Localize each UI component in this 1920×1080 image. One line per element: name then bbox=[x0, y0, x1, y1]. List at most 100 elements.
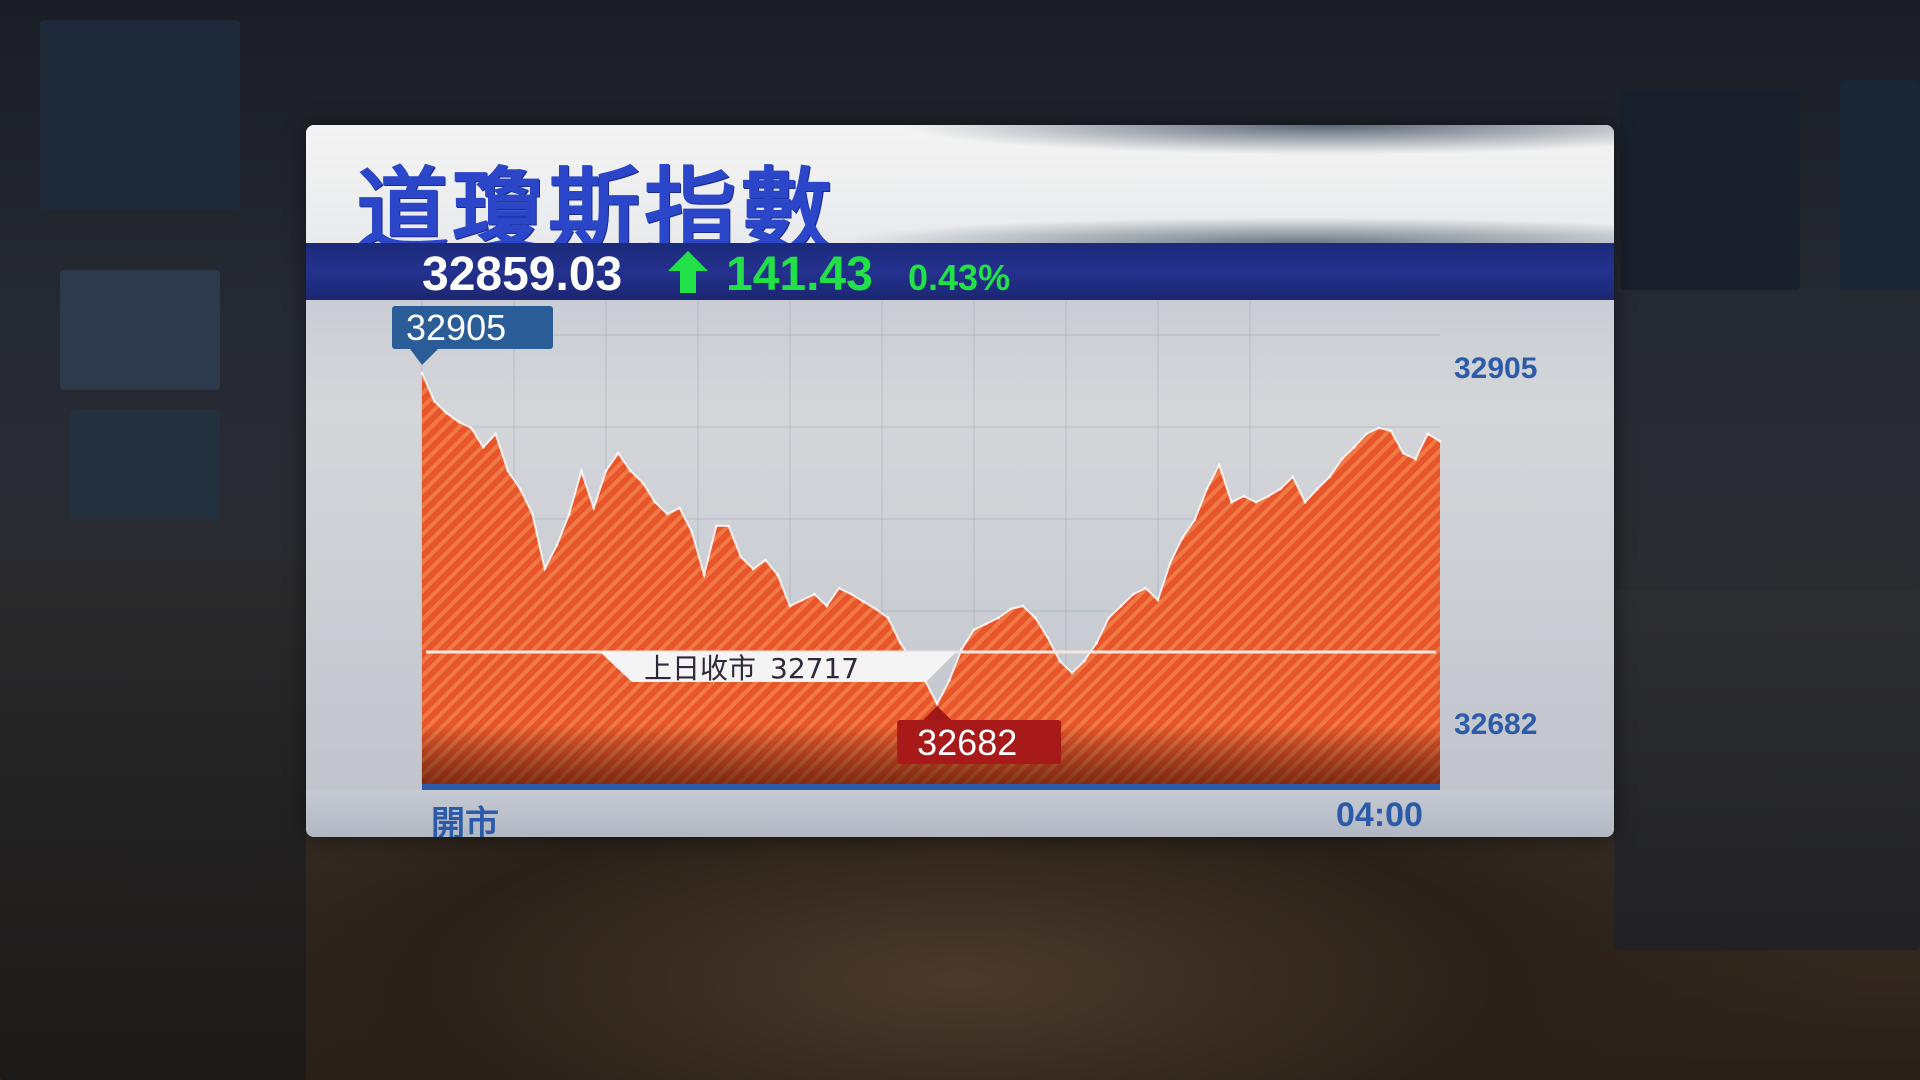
data-point bbox=[1401, 451, 1405, 455]
data-point bbox=[1156, 598, 1160, 602]
data-point bbox=[1058, 659, 1062, 663]
intraday-chart: 上日收市 32717 32905 32682 bbox=[392, 300, 1442, 796]
data-point bbox=[1021, 604, 1025, 608]
data-point bbox=[665, 512, 669, 516]
data-point bbox=[849, 592, 853, 596]
data-point bbox=[1205, 487, 1209, 491]
data-point bbox=[960, 647, 964, 651]
data-point bbox=[702, 573, 706, 577]
data-point bbox=[555, 543, 559, 547]
data-point bbox=[678, 506, 682, 510]
data-point bbox=[1389, 429, 1393, 433]
price-change: 141.43 bbox=[726, 248, 873, 301]
data-point bbox=[1229, 500, 1233, 504]
data-point bbox=[1438, 439, 1442, 443]
data-point bbox=[1193, 518, 1197, 522]
data-point bbox=[1180, 536, 1184, 540]
data-point bbox=[837, 586, 841, 590]
data-point bbox=[1352, 445, 1356, 449]
data-point bbox=[1364, 432, 1368, 436]
data-point bbox=[1046, 635, 1050, 639]
data-point bbox=[1070, 671, 1074, 675]
data-point bbox=[543, 567, 547, 571]
data-point bbox=[457, 420, 461, 424]
data-point bbox=[1340, 457, 1344, 461]
data-point bbox=[469, 426, 473, 430]
data-point bbox=[653, 500, 657, 504]
index-chart-panel: 道瓊斯指數 32859.03 141.43 0.43% 上日收市 32717 bbox=[306, 125, 1614, 837]
data-point bbox=[1426, 432, 1430, 436]
data-point bbox=[825, 604, 829, 608]
time-axis: 開市 04:00 bbox=[306, 790, 1614, 837]
last-price: 32859.03 bbox=[422, 248, 623, 301]
prev-close-label: 上日收市 32717 bbox=[644, 652, 859, 685]
prev-close-tag bbox=[600, 652, 956, 683]
y-tick-low: 32682 bbox=[1454, 708, 1538, 741]
data-point bbox=[616, 451, 620, 455]
data-point bbox=[776, 573, 780, 577]
data-point bbox=[947, 678, 951, 682]
data-point bbox=[862, 600, 866, 604]
data-point bbox=[1279, 487, 1283, 491]
data-point bbox=[972, 628, 976, 632]
data-point bbox=[996, 616, 1000, 620]
data-point bbox=[898, 641, 902, 645]
data-point bbox=[494, 432, 498, 436]
data-point bbox=[420, 371, 424, 375]
data-point bbox=[1328, 475, 1332, 479]
data-point bbox=[629, 469, 633, 473]
data-point bbox=[530, 512, 534, 516]
index-line bbox=[421, 372, 1441, 707]
data-point bbox=[788, 604, 792, 608]
x-label-open: 開市 bbox=[431, 805, 499, 837]
background-screen bbox=[70, 410, 220, 520]
arrow-up-icon bbox=[668, 251, 708, 293]
data-point bbox=[1009, 607, 1013, 611]
data-point bbox=[567, 512, 571, 516]
high-label: 32905 bbox=[406, 307, 506, 348]
prev-close-value: 32717 bbox=[770, 652, 859, 685]
y-tick-high: 32905 bbox=[1454, 352, 1538, 385]
data-point bbox=[886, 616, 890, 620]
data-point bbox=[1033, 616, 1037, 620]
data-point bbox=[592, 506, 596, 510]
data-point bbox=[1131, 592, 1135, 596]
data-point bbox=[874, 607, 878, 611]
data-point bbox=[984, 622, 988, 626]
data-point bbox=[445, 411, 449, 415]
data-point bbox=[739, 555, 743, 559]
x-label-close-time: 04:00 bbox=[1336, 796, 1423, 834]
data-point bbox=[518, 487, 522, 491]
data-point bbox=[727, 524, 731, 528]
data-point bbox=[714, 524, 718, 528]
data-point bbox=[1095, 641, 1099, 645]
data-point bbox=[763, 558, 767, 562]
baseline bbox=[422, 784, 1440, 790]
low-marker: 32682 bbox=[897, 706, 1062, 764]
background-screen bbox=[1840, 80, 1920, 290]
data-point bbox=[481, 445, 485, 449]
data-point bbox=[1303, 500, 1307, 504]
data-point bbox=[641, 481, 645, 485]
background-booth bbox=[1614, 590, 1920, 950]
data-point bbox=[1217, 463, 1221, 467]
quote-band: 32859.03 141.43 0.43% bbox=[306, 243, 1614, 301]
data-point bbox=[579, 469, 583, 473]
prev-close-caption: 上日收市 bbox=[644, 652, 756, 685]
high-marker: 32905 bbox=[392, 306, 553, 365]
background-screen bbox=[40, 20, 240, 210]
data-point bbox=[751, 567, 755, 571]
data-point bbox=[1315, 487, 1319, 491]
data-point bbox=[812, 592, 816, 596]
data-point bbox=[1254, 500, 1258, 504]
background-screen bbox=[60, 270, 220, 390]
data-point bbox=[1413, 457, 1417, 461]
data-point bbox=[1266, 494, 1270, 498]
data-point bbox=[690, 530, 694, 534]
low-label: 32682 bbox=[917, 722, 1017, 763]
background-floor bbox=[0, 560, 306, 1080]
data-point bbox=[432, 399, 436, 403]
decoration bbox=[894, 125, 1614, 155]
data-point bbox=[1119, 604, 1123, 608]
data-point bbox=[1291, 475, 1295, 479]
